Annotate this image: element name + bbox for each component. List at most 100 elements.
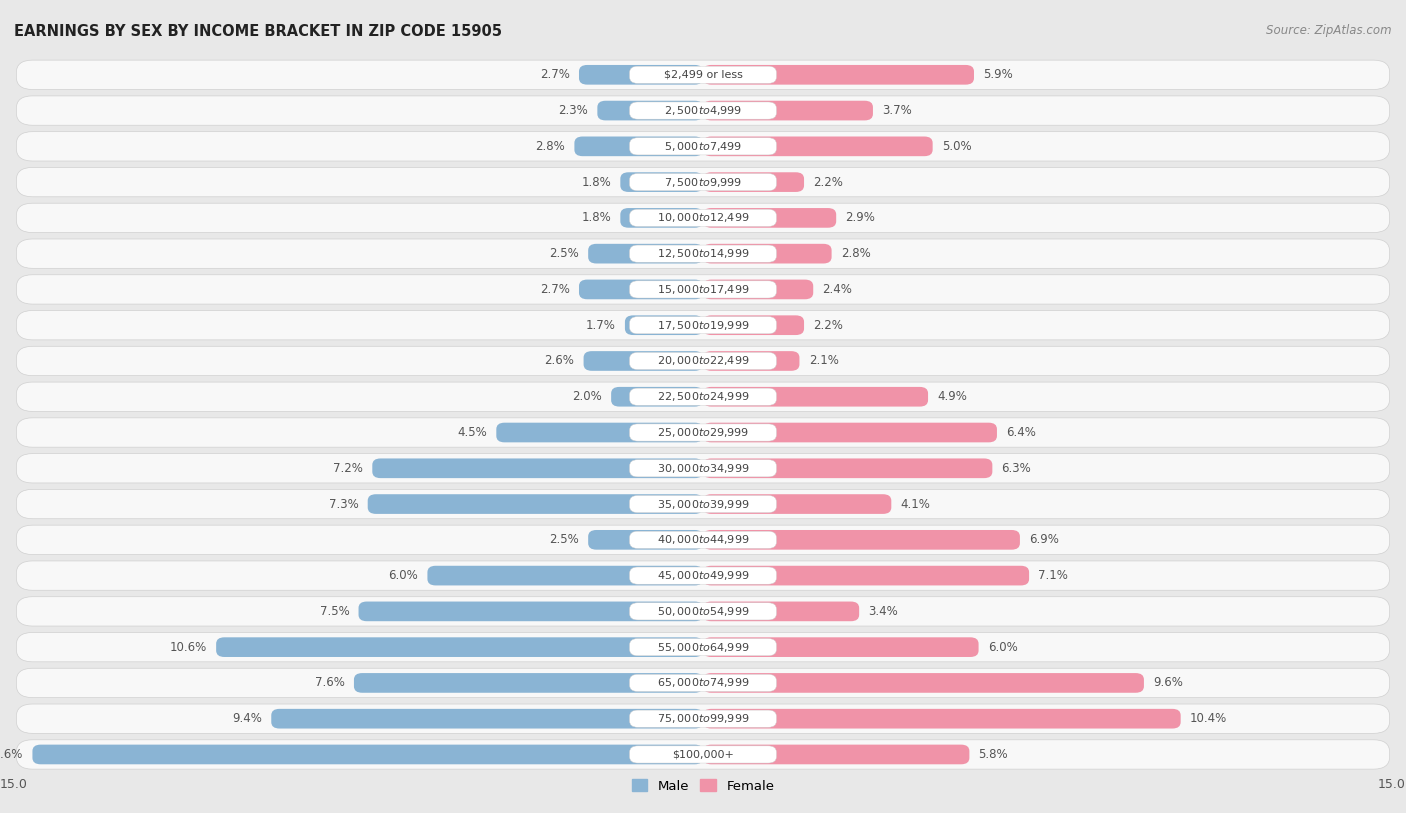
Text: 5.9%: 5.9% xyxy=(983,68,1012,81)
Text: $55,000 to $64,999: $55,000 to $64,999 xyxy=(657,641,749,654)
FancyBboxPatch shape xyxy=(630,245,776,263)
Text: $100,000+: $100,000+ xyxy=(672,750,734,759)
Text: 2.8%: 2.8% xyxy=(536,140,565,153)
Text: 1.8%: 1.8% xyxy=(582,176,612,189)
Text: 2.7%: 2.7% xyxy=(540,68,569,81)
FancyBboxPatch shape xyxy=(703,172,804,192)
Text: 2.4%: 2.4% xyxy=(823,283,852,296)
Text: $25,000 to $29,999: $25,000 to $29,999 xyxy=(657,426,749,439)
Text: 4.9%: 4.9% xyxy=(938,390,967,403)
FancyBboxPatch shape xyxy=(630,746,776,763)
Text: 2.7%: 2.7% xyxy=(540,283,569,296)
FancyBboxPatch shape xyxy=(17,454,1389,483)
FancyBboxPatch shape xyxy=(703,673,1144,693)
Text: 5.0%: 5.0% xyxy=(942,140,972,153)
FancyBboxPatch shape xyxy=(630,710,776,728)
Text: 2.0%: 2.0% xyxy=(572,390,602,403)
Text: 2.1%: 2.1% xyxy=(808,354,838,367)
FancyBboxPatch shape xyxy=(630,280,776,298)
FancyBboxPatch shape xyxy=(17,96,1389,125)
FancyBboxPatch shape xyxy=(630,388,776,406)
FancyBboxPatch shape xyxy=(17,633,1389,662)
Text: $5,000 to $7,499: $5,000 to $7,499 xyxy=(664,140,742,153)
FancyBboxPatch shape xyxy=(598,101,703,120)
FancyBboxPatch shape xyxy=(630,137,776,155)
FancyBboxPatch shape xyxy=(703,65,974,85)
Text: 10.6%: 10.6% xyxy=(170,641,207,654)
Text: $50,000 to $54,999: $50,000 to $54,999 xyxy=(657,605,749,618)
Text: $17,500 to $19,999: $17,500 to $19,999 xyxy=(657,319,749,332)
FancyBboxPatch shape xyxy=(624,315,703,335)
FancyBboxPatch shape xyxy=(630,66,776,84)
FancyBboxPatch shape xyxy=(588,244,703,263)
FancyBboxPatch shape xyxy=(17,668,1389,698)
Text: $65,000 to $74,999: $65,000 to $74,999 xyxy=(657,676,749,689)
Legend: Male, Female: Male, Female xyxy=(626,774,780,798)
FancyBboxPatch shape xyxy=(359,602,703,621)
FancyBboxPatch shape xyxy=(703,351,800,371)
FancyBboxPatch shape xyxy=(703,280,813,299)
FancyBboxPatch shape xyxy=(703,387,928,406)
FancyBboxPatch shape xyxy=(703,208,837,228)
Text: $2,499 or less: $2,499 or less xyxy=(664,70,742,80)
FancyBboxPatch shape xyxy=(17,597,1389,626)
Text: 6.4%: 6.4% xyxy=(1007,426,1036,439)
FancyBboxPatch shape xyxy=(575,137,703,156)
Text: 2.9%: 2.9% xyxy=(845,211,876,224)
Text: EARNINGS BY SEX BY INCOME BRACKET IN ZIP CODE 15905: EARNINGS BY SEX BY INCOME BRACKET IN ZIP… xyxy=(14,24,502,39)
Text: 7.6%: 7.6% xyxy=(315,676,344,689)
FancyBboxPatch shape xyxy=(373,459,703,478)
FancyBboxPatch shape xyxy=(630,209,776,227)
FancyBboxPatch shape xyxy=(17,489,1389,519)
Text: Source: ZipAtlas.com: Source: ZipAtlas.com xyxy=(1267,24,1392,37)
Text: 2.5%: 2.5% xyxy=(550,247,579,260)
FancyBboxPatch shape xyxy=(17,275,1389,304)
FancyBboxPatch shape xyxy=(703,244,831,263)
FancyBboxPatch shape xyxy=(17,382,1389,411)
Text: $45,000 to $49,999: $45,000 to $49,999 xyxy=(657,569,749,582)
FancyBboxPatch shape xyxy=(17,561,1389,590)
FancyBboxPatch shape xyxy=(620,208,703,228)
Text: $75,000 to $99,999: $75,000 to $99,999 xyxy=(657,712,749,725)
FancyBboxPatch shape xyxy=(630,102,776,120)
FancyBboxPatch shape xyxy=(630,495,776,513)
FancyBboxPatch shape xyxy=(630,602,776,620)
FancyBboxPatch shape xyxy=(32,745,703,764)
Text: 2.5%: 2.5% xyxy=(550,533,579,546)
FancyBboxPatch shape xyxy=(703,709,1181,728)
FancyBboxPatch shape xyxy=(703,566,1029,585)
FancyBboxPatch shape xyxy=(703,137,932,156)
Text: 7.5%: 7.5% xyxy=(319,605,349,618)
Text: $40,000 to $44,999: $40,000 to $44,999 xyxy=(657,533,749,546)
Text: 6.0%: 6.0% xyxy=(388,569,418,582)
FancyBboxPatch shape xyxy=(703,745,969,764)
FancyBboxPatch shape xyxy=(17,418,1389,447)
FancyBboxPatch shape xyxy=(17,704,1389,733)
FancyBboxPatch shape xyxy=(271,709,703,728)
Text: 9.6%: 9.6% xyxy=(1153,676,1182,689)
Text: 2.2%: 2.2% xyxy=(813,176,844,189)
FancyBboxPatch shape xyxy=(427,566,703,585)
Text: 10.4%: 10.4% xyxy=(1189,712,1227,725)
FancyBboxPatch shape xyxy=(630,638,776,656)
Text: $10,000 to $12,499: $10,000 to $12,499 xyxy=(657,211,749,224)
Text: $35,000 to $39,999: $35,000 to $39,999 xyxy=(657,498,749,511)
FancyBboxPatch shape xyxy=(588,530,703,550)
FancyBboxPatch shape xyxy=(17,203,1389,233)
FancyBboxPatch shape xyxy=(703,101,873,120)
FancyBboxPatch shape xyxy=(17,60,1389,89)
Text: 14.6%: 14.6% xyxy=(0,748,24,761)
Text: 2.3%: 2.3% xyxy=(558,104,588,117)
FancyBboxPatch shape xyxy=(703,423,997,442)
Text: $20,000 to $22,499: $20,000 to $22,499 xyxy=(657,354,749,367)
FancyBboxPatch shape xyxy=(630,352,776,370)
FancyBboxPatch shape xyxy=(17,167,1389,197)
FancyBboxPatch shape xyxy=(630,316,776,334)
FancyBboxPatch shape xyxy=(703,459,993,478)
Text: $2,500 to $4,999: $2,500 to $4,999 xyxy=(664,104,742,117)
FancyBboxPatch shape xyxy=(630,424,776,441)
FancyBboxPatch shape xyxy=(579,65,703,85)
Text: 3.7%: 3.7% xyxy=(882,104,912,117)
Text: $12,500 to $14,999: $12,500 to $14,999 xyxy=(657,247,749,260)
Text: 2.8%: 2.8% xyxy=(841,247,870,260)
